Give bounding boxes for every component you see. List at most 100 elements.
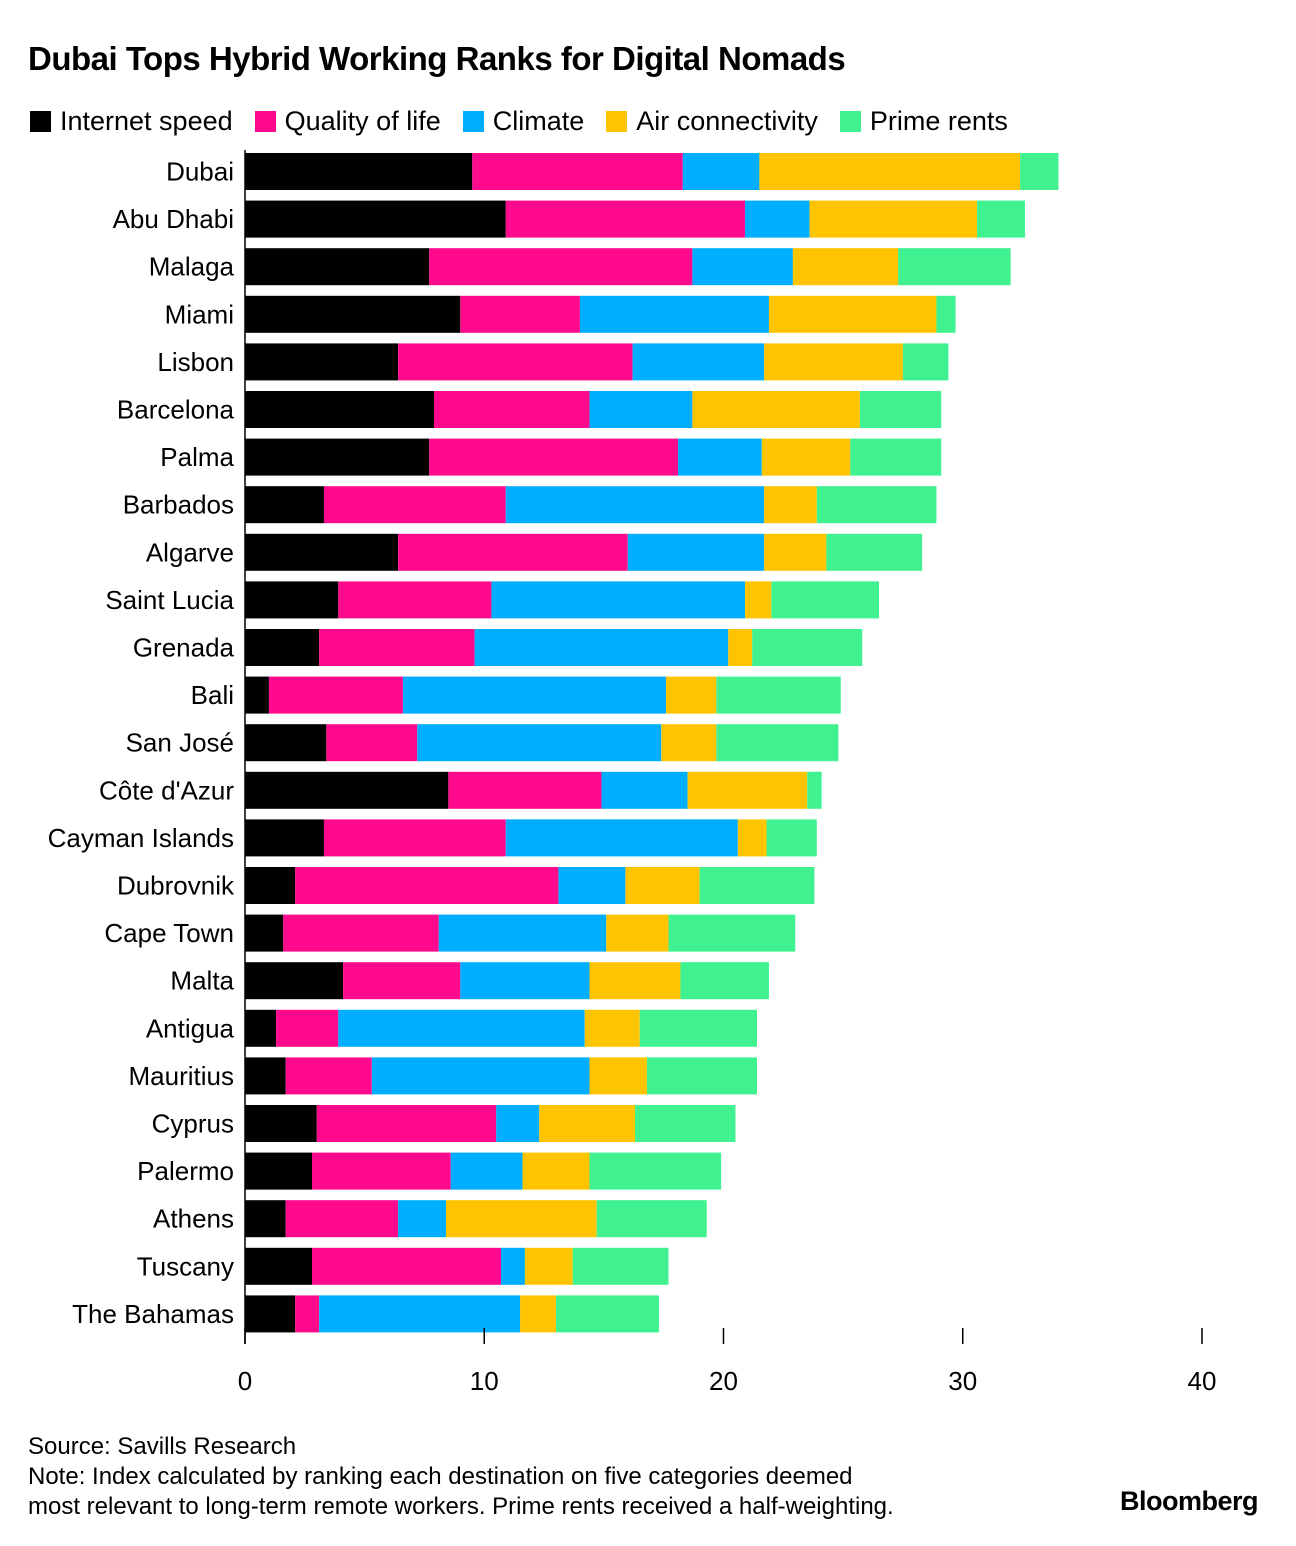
category-label: Barcelona (117, 395, 235, 425)
bar-segment (245, 248, 430, 286)
bar-segment (245, 1200, 286, 1238)
category-label: Antigua (146, 1013, 235, 1043)
bar-segment (589, 391, 693, 428)
bar-segment (728, 629, 753, 666)
bar-segment (245, 391, 435, 428)
bar-segment (295, 867, 559, 904)
bar-segment (761, 438, 851, 476)
bar-segment (245, 200, 506, 238)
bar-segment (898, 248, 1011, 286)
legend-item: Quality of life (254, 106, 441, 137)
bar-segment (625, 867, 700, 904)
bar-segment (245, 1247, 312, 1285)
bar-segment (245, 438, 430, 476)
bar-segment (472, 153, 683, 190)
category-label: Cayman Islands (48, 823, 234, 853)
bloomberg-logo: Bloomberg (1119, 1486, 1259, 1516)
bar-segment (627, 533, 765, 571)
legend-item: Internet speed (30, 106, 233, 137)
legend-swatch (606, 111, 628, 132)
bar-segment (496, 1105, 540, 1142)
category-label: Miami (165, 299, 234, 329)
legend-label: Prime rents (869, 106, 1008, 136)
bar-segment (766, 819, 817, 857)
category-label: Algarve (146, 537, 234, 567)
bar-segment (816, 486, 937, 524)
bar-segment (268, 676, 403, 714)
legend-label: Air connectivity (636, 106, 818, 136)
bar-segment (589, 1152, 722, 1190)
bar-segment (323, 486, 506, 524)
bar-segment (245, 867, 296, 904)
bar-segment (759, 153, 1021, 190)
bar-segment (687, 771, 808, 809)
bar-segment (692, 391, 860, 428)
bar-segment (319, 1295, 521, 1333)
category-label: The Bahamas (72, 1299, 234, 1329)
bar-segment (682, 153, 760, 190)
category-label: Bali (191, 680, 234, 710)
note-line-2: most relevant to long-term remote worker… (28, 1493, 894, 1520)
bar-segment (589, 1057, 647, 1095)
legend-swatch (30, 111, 51, 132)
bar-segment (429, 248, 693, 286)
bar-segment (311, 1152, 451, 1190)
bar-segment (245, 295, 461, 333)
bar-segment (245, 1105, 317, 1142)
bar-segment (398, 1200, 446, 1238)
bar-segment (752, 629, 863, 666)
bar-segment (558, 867, 626, 904)
legend: Internet speed Quality of life Climate Air … (30, 106, 1008, 137)
bar-segment (285, 1057, 372, 1095)
bar-segment (460, 295, 580, 333)
category-label: Dubai (166, 157, 234, 187)
bar-segment (809, 200, 978, 238)
bar-segment (826, 533, 923, 571)
category-label: Tuscany (137, 1251, 234, 1281)
bar-segment (764, 533, 827, 571)
bar-segment (276, 1009, 339, 1047)
x-tick-label: 40 (1188, 1366, 1217, 1396)
bar-segment (539, 1105, 635, 1142)
legend-swatch (839, 111, 861, 132)
bar-segment (245, 581, 339, 619)
bar-segment (680, 962, 769, 1000)
chart-title: Dubai Tops Hybrid Working Ranks for Digi… (28, 40, 846, 77)
bar-segment (771, 581, 880, 619)
bar-segment (371, 1057, 590, 1095)
category-label: Barbados (123, 490, 234, 520)
bar-segment (398, 533, 628, 571)
bar-segment (692, 248, 793, 286)
bar-segment (850, 438, 942, 476)
legend-swatch (254, 111, 276, 132)
bar-segment (977, 200, 1025, 238)
bar-segment (491, 581, 746, 619)
bar-segment (579, 295, 769, 333)
x-tick-label: 10 (470, 1366, 499, 1396)
bar-segment (522, 1152, 590, 1190)
bar-segment (326, 724, 418, 762)
note-line-1: Note: Index calculated by ranking each d… (28, 1463, 853, 1490)
bar-segment (601, 771, 688, 809)
bar-segment (716, 676, 841, 714)
legend-item: Climate (462, 106, 584, 137)
bar-segment (859, 391, 942, 428)
bar-segment (556, 1295, 659, 1333)
bar-segment (666, 676, 717, 714)
bar-segment (716, 724, 839, 762)
bar-segment (245, 1057, 286, 1095)
bar-segment (699, 867, 815, 904)
legend-item: Air connectivity (606, 106, 818, 137)
bar-segment (311, 1247, 501, 1285)
bar-segment (245, 486, 324, 524)
bar-segment (338, 1009, 585, 1047)
bar-segment (450, 1152, 523, 1190)
legend-swatch (462, 111, 484, 132)
legend-item: Prime rents (839, 106, 1008, 137)
bar-segment (285, 1200, 399, 1238)
bar-segment (596, 1200, 707, 1238)
bar-segment (606, 914, 669, 952)
category-label: Grenada (133, 633, 235, 663)
category-label: Mauritius (129, 1061, 234, 1091)
bar-segment (584, 1009, 640, 1047)
